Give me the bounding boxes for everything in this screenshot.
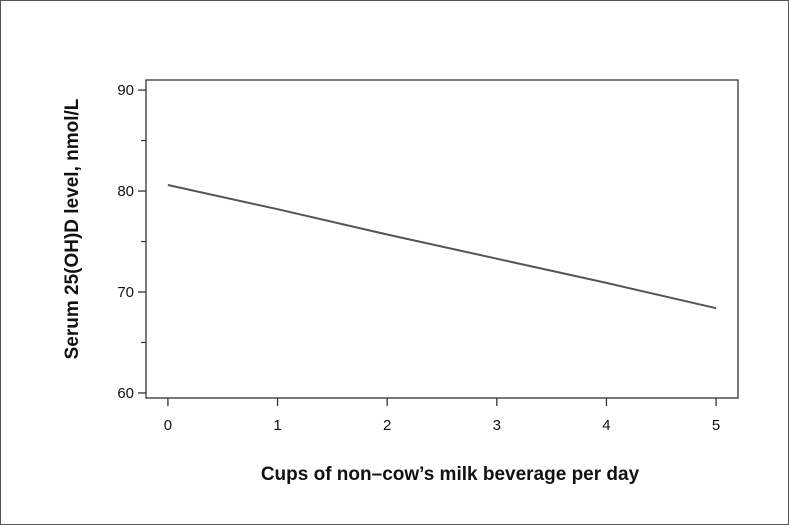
x-axis-title: Cups of non–cow’s milk beverage per day <box>261 464 640 485</box>
x-axis: 0 1 2 3 4 5 <box>164 398 720 434</box>
x-tick-label: 4 <box>602 417 610 434</box>
y-tick-label: 60 <box>117 385 134 402</box>
y-axis-title: Serum 25(OH)D level, nmol/L <box>62 98 83 359</box>
plot-area-frame <box>145 79 739 399</box>
series-line <box>167 184 717 310</box>
y-axis: 60 70 80 90 <box>117 82 146 402</box>
x-tick-label: 2 <box>383 417 391 434</box>
x-tick-label: 0 <box>164 417 172 434</box>
y-tick-label: 70 <box>117 284 134 301</box>
y-tick-label: 80 <box>117 183 134 200</box>
x-tick-label: 5 <box>712 417 720 434</box>
series-layer <box>167 184 717 310</box>
y-tick-label: 90 <box>117 82 134 99</box>
x-tick-label: 3 <box>493 417 501 434</box>
x-tick-label: 1 <box>273 417 281 434</box>
